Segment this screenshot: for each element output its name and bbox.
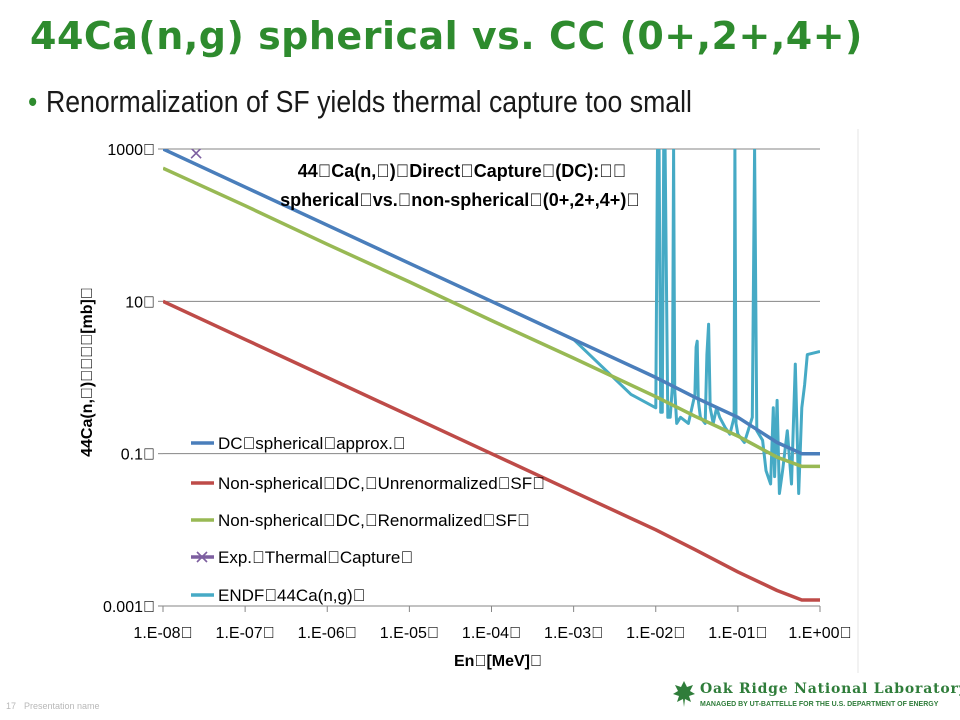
legend-label: DC spherical approx.  <box>218 434 406 453</box>
y-tick-label: 0.001  <box>103 599 155 616</box>
x-axis-title: En [MeV]  <box>454 653 542 670</box>
x-tick-label: 1.E-03  <box>544 625 603 642</box>
y-axis-title: 44Ca(n, )    [mb]  <box>79 287 96 457</box>
y-tick-label: 10  <box>125 294 155 311</box>
legend: DC spherical approx.  Non-spherical DC, U… <box>191 434 545 605</box>
bullet-dot: • <box>28 84 38 119</box>
chart-area-background <box>66 129 860 673</box>
ornl-logo: Oak Ridge National Laboratory MANAGED BY… <box>672 680 960 716</box>
presentation-name: Presentation name <box>24 701 100 711</box>
series-endf <box>163 149 820 495</box>
series-non-spherical-unrenormalized <box>163 299 820 602</box>
bullet-text: Renormalization of SF yields thermal cap… <box>45 84 692 119</box>
series-dc-spherical <box>163 149 820 456</box>
legend-label: Exp. Thermal Capture  <box>218 548 413 567</box>
y-tick-label: 0.1  <box>121 447 155 464</box>
x-tick-label: 1.E-02  <box>626 625 685 642</box>
x-tick-label-layer: 1.E-08  1.E-07  1.E-06  1.E-05  1.E-04  1.E-0… <box>133 625 851 642</box>
x-tick-label: 1.E-04  <box>462 625 521 642</box>
ornl-leaf-icon <box>673 681 695 707</box>
chart-title-line-1: 44 Ca(n, ) Direct Capture (DC):   <box>298 161 627 181</box>
x-tick-label: 1.E-05  <box>380 625 439 642</box>
footer-left: 17 Presentation name <box>6 701 100 711</box>
chart-title-line-2: spherical vs. non-spherical (0+,2+,4+)  <box>280 190 640 210</box>
slide-title: 44Ca(n,g) spherical vs. CC (0+,2+,4+) <box>30 14 863 58</box>
y-tick-label: 1000  <box>107 142 155 159</box>
bullet-point: • Renormalization of SF yields thermal ca… <box>28 84 692 120</box>
legend-label: ENDF 44Ca(n,g)  <box>218 586 365 605</box>
series-non-spherical-renormalized <box>163 166 820 469</box>
x-tick-label: 1.E-01  <box>708 625 767 642</box>
x-tick-label: 1.E+00  <box>788 625 851 642</box>
data-point-exp-thermal-capture <box>190 149 202 159</box>
page-number: 17 <box>6 701 17 711</box>
legend-label: Non-spherical DC, Unrenormalized SF  <box>218 474 545 493</box>
ornl-name: Oak Ridge National Laboratory <box>700 681 960 697</box>
x-tick-label: 1.E-08  <box>133 625 192 642</box>
ornl-tagline: MANAGED BY UT-BATTELLE FOR THE U.S. DEPA… <box>700 701 939 708</box>
legend-marker <box>196 551 208 563</box>
legend-label: Non-spherical DC, Renormalized SF  <box>218 511 530 530</box>
series-layer <box>163 149 820 602</box>
y-tick-label-layer: 0.001  0.1  10  1000  <box>103 142 155 616</box>
x-tick-label: 1.E-07  <box>216 625 275 642</box>
x-tick-label: 1.E-06  <box>298 625 357 642</box>
x-tick-layer <box>162 606 821 612</box>
